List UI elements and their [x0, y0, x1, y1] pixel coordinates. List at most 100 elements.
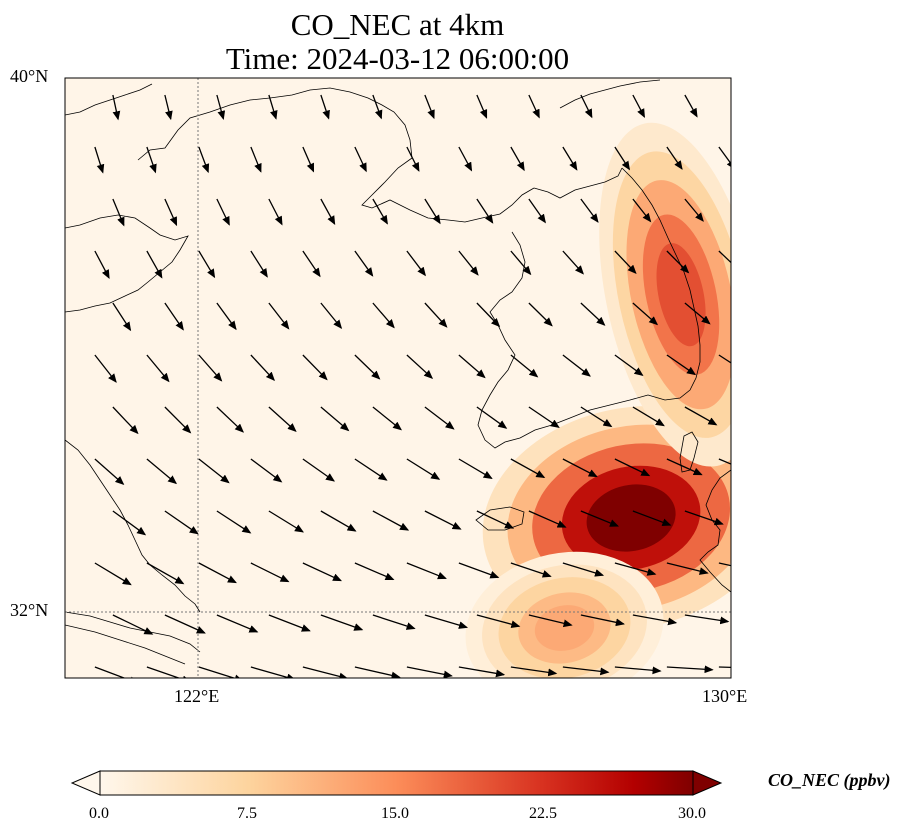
wind-arrow-105 [164, 510, 199, 535]
wind-arrow-118 [146, 562, 185, 585]
wind-arrow-59 [476, 302, 501, 328]
wind-arrow-110 [424, 510, 462, 530]
wind-arrow-136 [424, 614, 469, 629]
jeju-island [475, 506, 525, 531]
wind-arrow-15 [198, 146, 210, 174]
wind-arrow-111 [476, 510, 515, 529]
co-plume-0-contour-4 [586, 484, 676, 552]
wind-arrow-39 [94, 250, 110, 280]
jiangsu-coast [65, 439, 201, 613]
co-plume-1-contour-4 [656, 243, 706, 347]
wind-arrow-137 [476, 614, 521, 629]
wind-arrow-11 [684, 94, 698, 118]
wind-arrow-149 [406, 666, 453, 678]
wind-arrow-44 [354, 250, 374, 277]
wind-arrow-91 [94, 458, 125, 485]
wind-arrow-49 [614, 250, 637, 275]
wind-arrow-94 [250, 458, 283, 483]
wind-arrow-113 [580, 510, 620, 527]
wind-arrow-63 [684, 302, 711, 325]
wind-arrow-92 [146, 458, 178, 485]
wind-arrow-153 [614, 666, 662, 675]
wind-arrow-34 [528, 198, 546, 224]
wind-arrow-23 [614, 146, 631, 171]
wind-arrow-68 [250, 354, 275, 382]
wind-arrow-2 [216, 94, 226, 121]
wind-arrow-54 [216, 302, 237, 331]
wind-arrow-99 [510, 458, 546, 479]
kyushu-coast [699, 469, 731, 593]
wind-arrow-0 [112, 94, 121, 121]
wind-arrow-114 [632, 510, 672, 526]
wind-arrow-8 [528, 94, 540, 119]
wind-arrow-5 [372, 94, 383, 120]
wind-arrow-86 [528, 406, 560, 428]
wind-arrow-98 [458, 458, 493, 479]
colorbar-tick-22-5: 22.5 [529, 805, 557, 822]
wind-arrow-70 [354, 354, 381, 380]
wind-arrow-116 [737, 511, 775, 523]
wind-arrow-147 [302, 666, 349, 678]
wind-arrow-132 [216, 614, 259, 633]
wind-arrow-57 [372, 302, 395, 329]
wind-arrow-134 [320, 614, 364, 631]
wind-arrow-45 [406, 250, 426, 277]
wind-arrow-24 [666, 146, 683, 170]
wind-arrow-36 [632, 198, 652, 223]
wind-arrow-13 [94, 146, 105, 174]
wind-arrow-119 [198, 562, 237, 584]
wind-arrow-16 [250, 146, 262, 173]
wind-arrow-76 [666, 354, 697, 376]
colorbar[interactable] [70, 770, 723, 796]
wind-arrow-37 [684, 198, 704, 222]
chart-title-line1: CO_NEC at 4km [290, 7, 505, 42]
wind-arrow-154 [666, 665, 714, 674]
wind-arrow-133 [268, 614, 311, 632]
wind-arrow-58 [424, 302, 448, 328]
wind-arrow-46 [458, 250, 479, 276]
wind-arrow-151 [510, 666, 558, 677]
wind-arrow-66 [146, 354, 170, 383]
wind-arrow-22 [562, 146, 578, 171]
wind-arrow-107 [268, 510, 304, 533]
north-china-coast [559, 79, 661, 109]
wind-arrow-152 [562, 666, 610, 676]
wind-arrow-18 [354, 146, 367, 173]
wind-arrow-50 [666, 250, 690, 274]
korea-east-coast [621, 167, 701, 401]
wind-arrow-7 [476, 94, 488, 119]
wind-arrow-108 [320, 510, 357, 532]
wind-arrow-88 [632, 406, 665, 427]
wind-arrow-48 [562, 250, 584, 275]
wind-arrow-122 [354, 562, 395, 581]
co-plume-2-contour-4 [534, 605, 595, 651]
wind-arrow-30 [320, 198, 336, 226]
wind-arrow-69 [302, 354, 328, 381]
wind-arrow-1 [164, 94, 173, 121]
wind-arrow-143 [94, 666, 139, 678]
wind-arrow-140 [632, 614, 678, 626]
wind-arrow-79 [164, 406, 192, 434]
wind-arrow-125 [510, 562, 552, 578]
wind-arrow-41 [198, 250, 216, 279]
colorbar-tick-7-5: 7.5 [237, 805, 257, 822]
korea-west-coast [477, 167, 649, 449]
bohai-coast [65, 83, 153, 116]
wind-arrow-55 [268, 302, 290, 330]
wind-arrow-83 [372, 406, 402, 431]
wind-arrow-150 [458, 666, 506, 678]
wind-arrow-100 [562, 458, 598, 478]
wind-arrow-145 [198, 666, 244, 678]
colorbar-extend-high [692, 770, 723, 796]
map-frame [64, 77, 732, 679]
wind-arrow-65 [94, 354, 117, 383]
wind-arrow-131 [164, 614, 206, 634]
wind-arrow-3 [268, 94, 278, 120]
wind-arrow-146 [250, 666, 296, 678]
wind-arrow-75 [614, 354, 644, 376]
wind-arrow-27 [164, 198, 178, 227]
wind-arrow-141 [684, 614, 730, 625]
wind-arrow-97 [406, 458, 441, 480]
wind-arrow-106 [216, 510, 252, 534]
wind-arrow-43 [302, 250, 321, 278]
